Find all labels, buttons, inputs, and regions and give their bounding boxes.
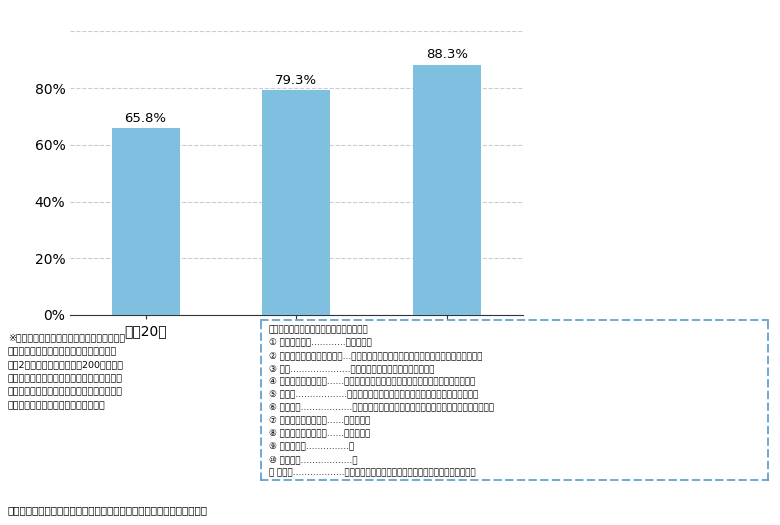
- Text: ＜防災拠点となる公共施設等の分類基準＞
① 社会福祉施設…………全ての施設
② 文教施設（校舎、体育館）…指定緊急避難場所又は指定避難所等に指定している施設
③: ＜防災拠点となる公共施設等の分類基準＞ ① 社会福祉施設…………全ての施設 ② …: [269, 325, 494, 478]
- Text: 79.3%: 79.3%: [275, 74, 317, 87]
- Text: ※　地方公共団体が所有又は，管理している
公共施設等（公共用及び公用の建物：非木
造の2階建以上又は延床面積200㎡超の建
築物）全体のうち、災害応急対策を実施: ※ 地方公共団体が所有又は，管理している 公共施設等（公共用及び公用の建物：非木…: [8, 333, 125, 410]
- Text: 出典：消防庁資料「消防防災・震災対策現況調査」をもとに内閣府作成: 出典：消防庁資料「消防防災・震災対策現況調査」をもとに内閣府作成: [8, 506, 207, 516]
- Bar: [262, 90, 330, 315]
- Bar: [413, 65, 481, 315]
- Text: 88.3%: 88.3%: [426, 48, 468, 61]
- Text: 65.8%: 65.8%: [125, 112, 167, 125]
- Bar: [112, 129, 179, 315]
